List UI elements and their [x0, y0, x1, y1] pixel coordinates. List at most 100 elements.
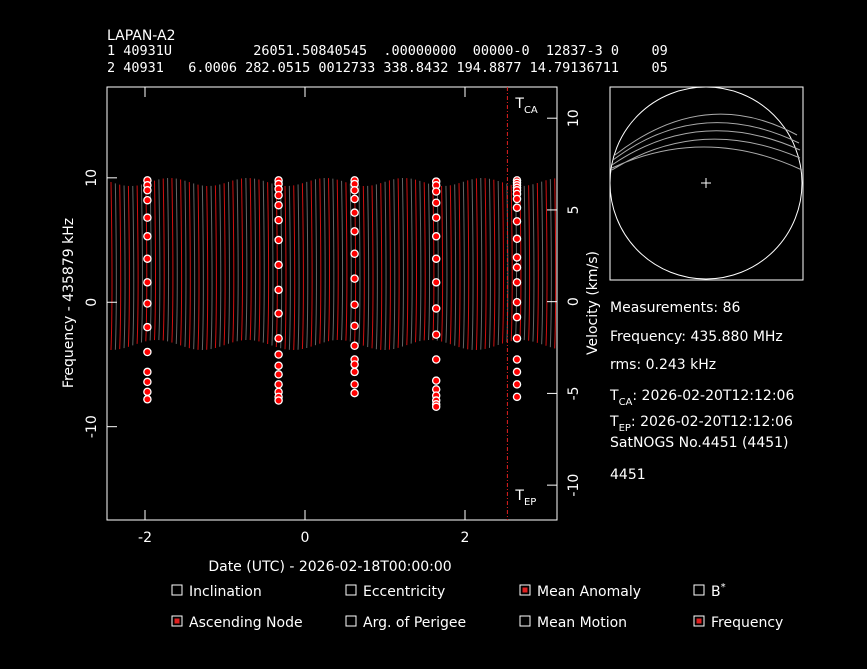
model-curve [336, 179, 339, 341]
checkbox[interactable]: Eccentricity [345, 584, 445, 600]
info-line: Frequency: 435.880 MHz [610, 329, 783, 345]
measurement [350, 274, 359, 283]
label: Mean Anomaly [537, 584, 641, 600]
model-curve [536, 183, 539, 343]
measurement [274, 200, 283, 210]
model-curve [184, 180, 187, 347]
model-curve [488, 178, 491, 348]
checkbox[interactable]: Inclination [171, 584, 262, 600]
model-curve [397, 178, 400, 348]
tle-line: 2 40931 6.0006 282.0515 0012733 338.8432… [107, 60, 668, 76]
checkbox-box [519, 584, 531, 596]
text: Measurements: 86 [610, 300, 740, 316]
sky-map [609, 86, 804, 281]
model-curve [393, 179, 396, 349]
model-curves [110, 178, 557, 351]
epoch-label: TCA [514, 96, 538, 116]
measurement [274, 361, 283, 370]
model-curve [549, 179, 552, 348]
measurement [431, 213, 441, 222]
measurement [350, 321, 359, 331]
y2-tick-label: 5 [566, 205, 582, 214]
measurement [512, 203, 522, 212]
model-curve [171, 178, 174, 343]
model-curve [114, 183, 117, 350]
model-curve [227, 181, 230, 344]
model-curve [249, 178, 252, 341]
model-curve [193, 183, 196, 350]
y2-tick-label: -10 [566, 474, 582, 497]
model-curve [380, 183, 383, 350]
checkbox[interactable]: Ascending Node [171, 615, 303, 631]
x-axis-label: Date (UTC) - 2026-02-18T00:00:00 [208, 559, 451, 575]
checkbox[interactable]: Mean Motion [519, 615, 627, 631]
model-curve [310, 180, 313, 347]
checkbox[interactable]: Arg. of Perigee [345, 615, 466, 631]
plot-frame [106, 86, 558, 521]
checkbox[interactable]: B* [693, 582, 726, 600]
model-curve [123, 185, 126, 349]
checkboxes: Inclination Eccentricity Mean Anomaly B* Asc… [171, 582, 783, 631]
measurement [512, 234, 522, 244]
model-curve [423, 182, 426, 341]
measurement [350, 186, 359, 195]
model-curve [371, 185, 374, 349]
model-curve [388, 180, 391, 350]
model-curve [167, 178, 170, 342]
model-curve [236, 179, 239, 342]
y-tick-label: 0 [84, 298, 100, 307]
model-curve [219, 184, 222, 347]
checkbox-label: Inclination [189, 584, 262, 600]
measurement [431, 330, 441, 339]
model-curve [493, 179, 496, 347]
measurement [274, 334, 283, 343]
measurement [512, 367, 522, 377]
measurement [143, 232, 152, 241]
model-curve [297, 184, 300, 350]
checkbox[interactable]: Mean Anomaly [519, 584, 641, 600]
model-curve [154, 180, 156, 341]
model-curve [541, 181, 544, 345]
info-line: rms: 0.243 kHz [610, 357, 716, 373]
model-curve [458, 183, 461, 348]
label: Arg. of Perigee [363, 615, 466, 631]
measurement [431, 402, 441, 412]
measurement [143, 377, 152, 387]
text: : 2026-02-20T12:12:06 [631, 414, 793, 430]
tle-line: 1 40931U 26051.50840545 .00000000 00000-… [107, 43, 668, 59]
measurement [431, 254, 441, 263]
checkbox-box [345, 584, 357, 596]
model-curve [323, 178, 326, 343]
model-curve [332, 178, 335, 341]
model-curve [445, 185, 448, 343]
model-curve [232, 180, 235, 343]
model-curve [188, 182, 191, 349]
model-curve [384, 181, 387, 351]
model-curve [406, 178, 409, 346]
measurement [350, 208, 359, 217]
model-curve [428, 183, 431, 341]
model-curve [328, 178, 330, 342]
model-curve [201, 185, 204, 351]
checkbox-check [522, 587, 528, 593]
model-curve [288, 185, 291, 350]
measurement [350, 367, 359, 377]
measurement [143, 322, 152, 332]
model-curve [510, 184, 513, 342]
info-line: SatNOGS No.4451 (4451) [610, 435, 789, 451]
x-tick-label: 0 [301, 530, 310, 546]
model-curve [367, 185, 370, 348]
y-tick-label: 10 [84, 169, 100, 187]
info-line: Measurements: 86 [610, 300, 740, 316]
label: T [514, 96, 524, 112]
model-curve [462, 181, 465, 349]
checkbox[interactable]: Frequency [693, 615, 783, 631]
measurement [431, 376, 441, 385]
measurement [143, 367, 152, 377]
measurement [512, 263, 522, 272]
model-curve [401, 178, 404, 347]
measurement [274, 235, 283, 245]
label: Mean Motion [537, 615, 627, 631]
text: SatNOGS No.4451 (4451) [610, 435, 789, 451]
sky-tracks [611, 113, 803, 171]
